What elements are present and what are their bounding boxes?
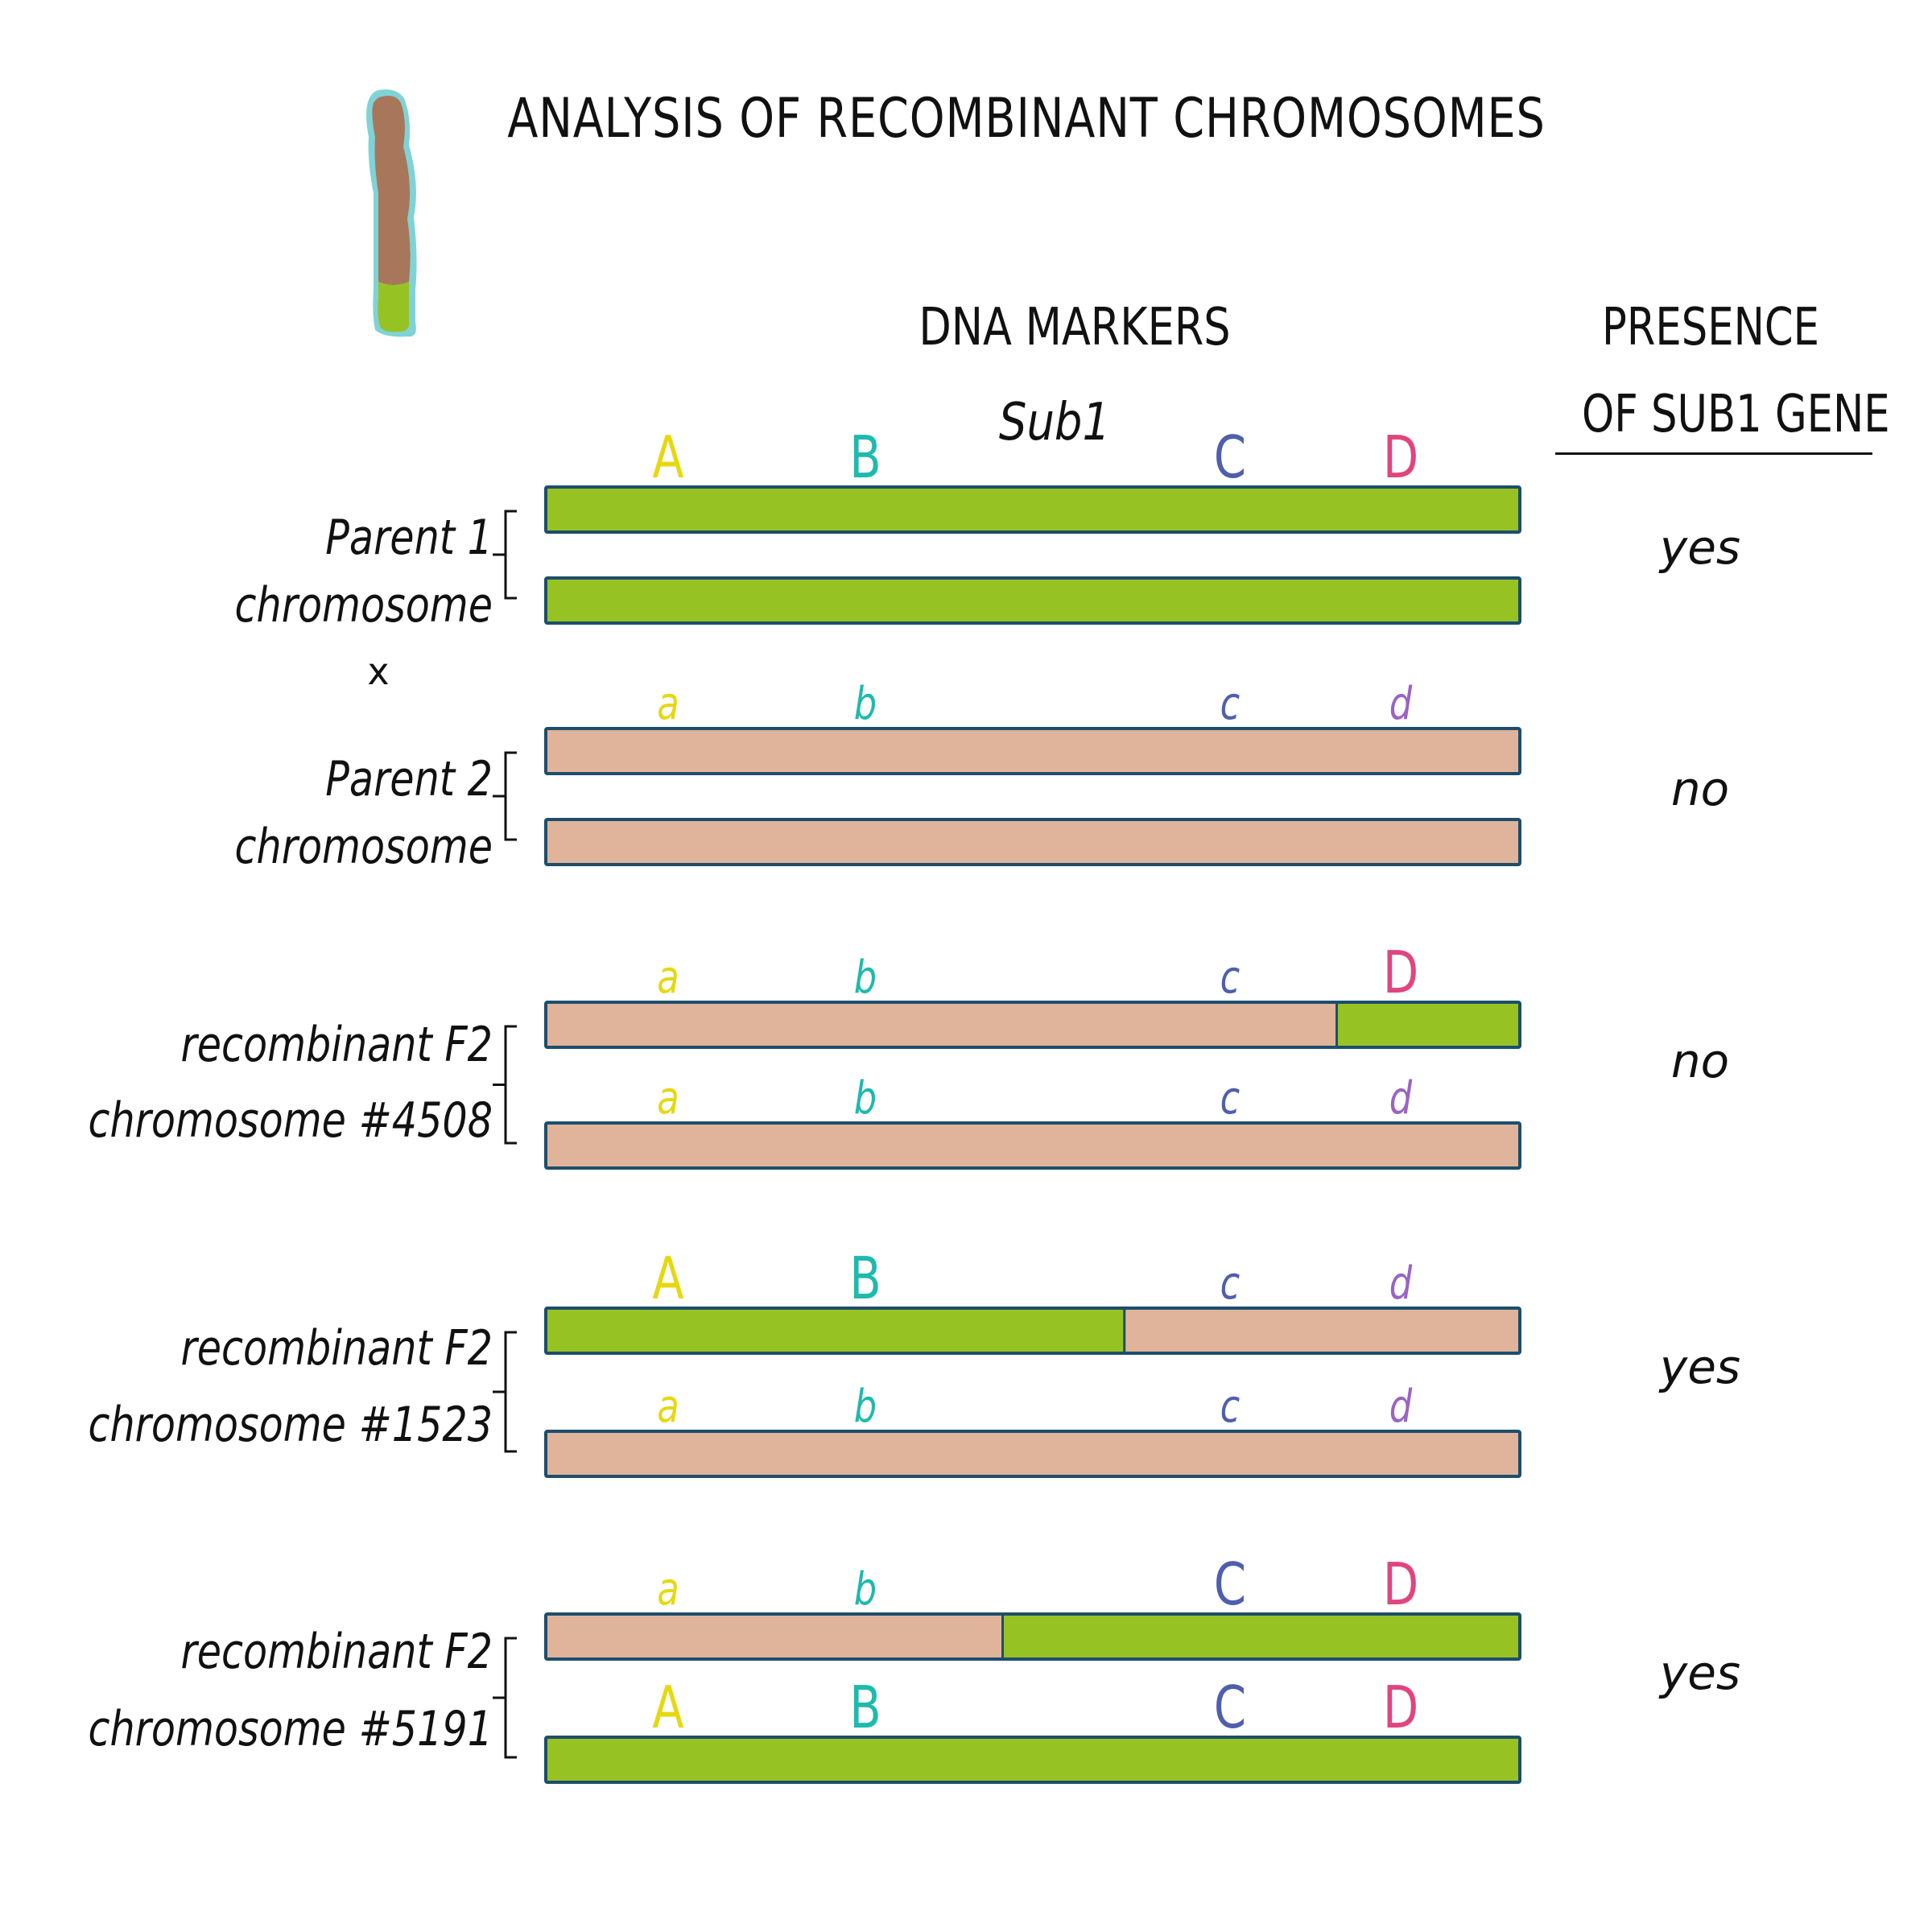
marker-label-b: b [854,951,877,1003]
group-label: recombinant F2 [181,1623,493,1679]
marker-label-c: c [1220,951,1241,1003]
chromosome-segment [546,729,1520,774]
group-bracket [493,510,517,600]
chromosome-bar [544,1307,1521,1355]
marker-label-A: A [652,424,684,492]
presence-value: yes [1658,520,1740,575]
marker-label-d: d [1389,1071,1413,1124]
group-bracket [493,1025,517,1145]
chromosome-segment [1336,1002,1520,1047]
chromosome-bar [544,485,1521,534]
chromosome-segment [546,1123,1520,1168]
page-title: ANALYSIS OF RECOMBINANT CHROMOSOMES [507,87,1546,151]
presence-header-underline [1555,452,1872,455]
presence-value: no [1671,762,1729,816]
chromosome-segment [546,487,1520,532]
group-bracket [493,751,517,841]
marker-label-b: b [854,1071,877,1124]
chromosome-icon-brown [372,96,411,285]
presence-value: yes [1658,1645,1740,1700]
marker-label-A: A [652,1245,684,1313]
presence-value: yes [1658,1340,1740,1394]
chromosome-segment [546,1308,1125,1353]
group-bracket [493,1637,517,1759]
marker-label-D: D [1383,1551,1418,1619]
sub1-marker-label: Sub1 [998,393,1111,452]
chromosome-bar [544,1430,1521,1478]
presence-value: no [1671,1034,1729,1088]
marker-label-d: d [1389,677,1413,729]
marker-label-D: D [1383,1674,1418,1742]
marker-label-a: a [657,677,679,729]
group-label: chromosome #5191 [88,1700,493,1757]
marker-label-c: c [1220,1257,1241,1309]
group-label: Parent 1 [325,509,493,565]
chromosome-bar [544,1121,1521,1170]
chromosome-segment [546,1431,1520,1476]
marker-label-D: D [1383,424,1418,492]
marker-label-B: B [849,1245,881,1313]
chromosome-icon-green [378,282,410,332]
marker-label-A: A [652,1674,684,1742]
marker-label-c: c [1220,1380,1241,1432]
group-label: chromosome #4508 [88,1092,493,1148]
chromosome-segment [546,1614,1003,1659]
group-bracket [493,1331,517,1453]
marker-label-d: d [1389,1257,1413,1309]
chromosome-bar [544,1001,1521,1049]
chromosome-segment [1124,1308,1520,1353]
group-label: recombinant F2 [181,1319,493,1376]
chromosome-segment [1002,1614,1520,1659]
marker-label-C: C [1214,424,1246,492]
marker-label-C: C [1214,1551,1246,1619]
presence-header-line1: PRESENCE [1601,298,1820,357]
group-label: chromosome [235,576,493,633]
chromosome-bar [544,1612,1521,1661]
chromosome-segment [546,1002,1337,1047]
marker-label-b: b [854,1380,877,1432]
chromosome-bar [544,1736,1521,1784]
presence-header-line2: OF SUB1 GENE [1582,385,1890,444]
marker-label-b: b [854,1563,877,1615]
dna-markers-header: DNA MARKERS [919,298,1231,357]
chromosome-rows: A B C D Parent 1 chromosome x yes a b c d Parent 2 ch… [88,424,1740,1784]
marker-label-d: d [1389,1380,1413,1432]
marker-label-C: C [1214,1674,1246,1742]
chromosome-segment [546,819,1520,865]
marker-label-B: B [849,424,881,492]
group-label: chromosome [235,818,493,874]
chromosome-bar [544,727,1521,775]
chromosome-segment [546,1737,1520,1782]
marker-label-a: a [657,1380,679,1432]
marker-label-D: D [1383,939,1418,1007]
marker-label-a: a [657,951,679,1003]
marker-label-c: c [1220,1071,1241,1124]
group-label: chromosome #1523 [88,1396,493,1452]
marker-label-a: a [657,1071,679,1124]
chromosome-bar [544,818,1521,866]
chromosome-segment [546,578,1520,623]
marker-label-c: c [1220,677,1241,729]
marker-label-B: B [849,1674,881,1742]
group-label: recombinant F2 [181,1016,493,1072]
group-label: Parent 2 [325,750,493,807]
marker-label-a: a [657,1563,679,1615]
marker-label-b: b [854,677,877,729]
chromosome-bar [544,576,1521,625]
cross-symbol: x [367,650,389,693]
